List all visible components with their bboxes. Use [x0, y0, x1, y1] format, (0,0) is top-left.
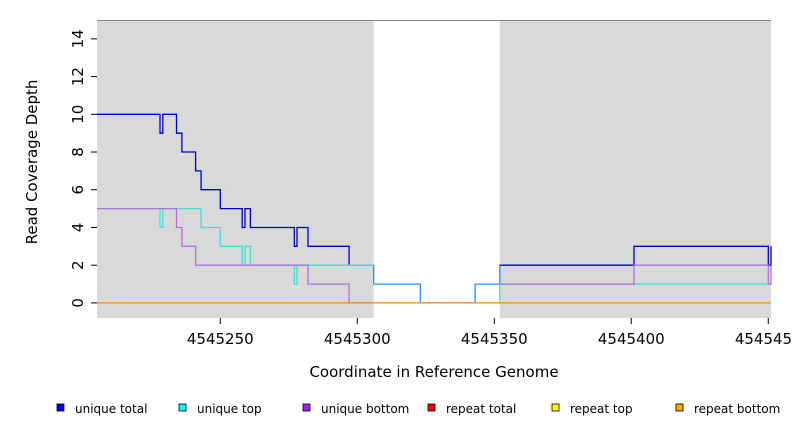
y-tick-label: 0	[69, 298, 87, 308]
y-tick-label: 4	[69, 223, 87, 233]
shaded-region-1	[499, 20, 771, 318]
y-axis-title: Read Coverage Depth	[23, 80, 41, 245]
legend-item: unique top	[178, 402, 262, 416]
series-line-5	[97, 207, 374, 304]
legend-label: repeat bottom	[694, 402, 780, 416]
y-tick-label: 2	[69, 260, 87, 270]
series-line-6	[499, 264, 772, 285]
y-tick-label: 8	[69, 147, 87, 157]
legend-swatch	[302, 403, 311, 412]
y-tick-label: 12	[69, 67, 87, 86]
legend-item: repeat bottom	[675, 402, 780, 416]
series-line-3	[97, 207, 374, 285]
x-tick-label: 4545350	[461, 330, 528, 348]
legend-swatch	[178, 403, 187, 412]
axes: 0 2 4 6 8 10 12 14 4545250 4545300 4545350 4545400 4…	[69, 29, 792, 348]
plot-background	[97, 20, 771, 318]
x-tick-label: 4545300	[324, 330, 391, 348]
legend-label: repeat total	[446, 402, 516, 416]
legend-swatch	[675, 403, 684, 412]
series-layer	[97, 113, 772, 304]
legend-swatch	[427, 403, 436, 412]
legend-label: unique total	[75, 402, 147, 416]
legend: unique total unique top unique bottom repea…	[56, 402, 780, 416]
legend-swatch	[56, 403, 65, 412]
legend-item: repeat top	[551, 402, 633, 416]
y-tick-label: 6	[69, 185, 87, 195]
shaded-region-0	[97, 20, 374, 318]
x-tick-label: 4545400	[598, 330, 665, 348]
legend-label: unique bottom	[321, 402, 409, 416]
y-tick-label: 14	[69, 29, 87, 48]
legend-label: unique top	[197, 402, 262, 416]
series-line-0	[97, 113, 374, 266]
legend-item: unique bottom	[302, 402, 409, 416]
x-tick-label: 4545450	[735, 330, 792, 348]
legend-item: unique total	[56, 402, 147, 416]
x-tick-label: 4545250	[187, 330, 254, 348]
legend-swatch	[551, 403, 560, 412]
x-axis-title: Coordinate in Reference Genome	[309, 363, 558, 381]
legend-label: repeat top	[570, 402, 633, 416]
legend-item: repeat total	[427, 402, 516, 416]
y-tick-label: 10	[69, 105, 87, 124]
